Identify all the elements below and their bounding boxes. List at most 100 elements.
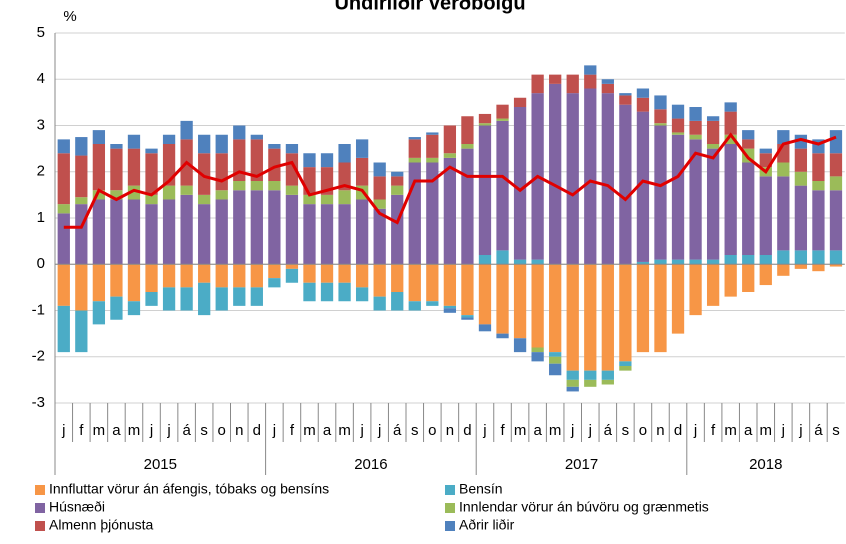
bar-segment: [759, 264, 772, 286]
bar-segment: [478, 255, 492, 265]
bar-segment: [584, 74, 597, 89]
bar-segment: [180, 194, 193, 265]
bar-segment: [566, 93, 579, 265]
bar-segment: [355, 157, 369, 186]
bar-segment: [636, 111, 650, 262]
x-tick-label: a: [533, 422, 542, 439]
bar-segment: [549, 363, 562, 376]
bar-segment: [619, 93, 632, 96]
bar-segment: [794, 264, 808, 269]
bar-segment: [742, 264, 755, 292]
bar-segment: [338, 264, 351, 283]
bar-segment: [759, 255, 772, 265]
y-tick-label: 1: [37, 209, 45, 226]
bar-segment: [531, 259, 544, 265]
bar-segment: [303, 282, 316, 302]
bar-segment: [355, 199, 369, 265]
bar-segment: [426, 132, 439, 135]
bar-segment: [198, 134, 211, 154]
bar-segment: [513, 264, 527, 339]
bar-segment: [391, 185, 404, 195]
bar-segment: [320, 194, 334, 205]
bar-segment: [636, 261, 650, 265]
bar-segment: [57, 305, 70, 353]
x-tick-label: a: [744, 422, 753, 439]
bar-segment: [601, 370, 614, 380]
bar-segment: [794, 185, 808, 251]
bar-segment: [233, 181, 246, 191]
y-tick-label: -2: [32, 348, 45, 365]
bar-segment: [426, 134, 439, 158]
bar-segment: [513, 338, 527, 353]
x-tick-label: j: [359, 422, 363, 439]
x-tick-label: n: [656, 422, 664, 439]
bar-segment: [320, 282, 334, 302]
bar-segment: [92, 144, 106, 191]
y-tick-label: 2: [37, 163, 45, 180]
bar-segment: [110, 148, 123, 191]
bar-segment: [145, 148, 158, 154]
bar-segment: [461, 148, 474, 265]
bar-segment: [601, 264, 614, 371]
bar-segment: [443, 305, 457, 309]
bar-segment: [92, 199, 106, 265]
bar-segment: [812, 250, 825, 265]
legend-swatch: [35, 485, 45, 495]
bar-segment: [689, 134, 702, 140]
bar-segment: [162, 264, 176, 288]
bar-segment: [443, 125, 457, 154]
bar-segment: [829, 264, 843, 267]
bar-segment: [198, 264, 211, 283]
x-tick-label: j: [798, 422, 802, 439]
bar-segment: [794, 148, 808, 172]
bar-segment: [478, 113, 492, 124]
bar-segment: [303, 264, 316, 283]
bar-segment: [57, 153, 70, 205]
y-tick-label: 3: [37, 116, 45, 133]
bar-segment: [92, 264, 106, 302]
y-tick-label: 4: [37, 70, 45, 87]
bar-segment: [584, 379, 597, 387]
inflation-line: [63, 132, 837, 229]
bar-segment: [145, 204, 158, 265]
bar-segment: [391, 194, 404, 265]
y-tick-label: -1: [32, 301, 45, 318]
bar-segment: [250, 139, 263, 181]
bar-segment: [496, 250, 509, 265]
x-tick-label: f: [79, 422, 84, 439]
bar-segment: [724, 102, 737, 112]
bar-segment: [285, 153, 299, 186]
bar-segment: [145, 153, 158, 195]
x-tick-label: m: [760, 422, 773, 439]
bar-segment: [426, 162, 439, 265]
bar-segment: [496, 118, 509, 121]
x-tick-label: o: [428, 422, 436, 439]
bar-segment: [812, 153, 825, 181]
bar-segment: [654, 125, 667, 260]
bar-segment: [513, 259, 527, 265]
bar-segment: [706, 264, 720, 306]
year-label: 2016: [354, 456, 387, 473]
bar-segment: [110, 264, 123, 297]
bar-segment: [654, 259, 667, 265]
bar-segment: [75, 264, 88, 311]
bar-segment: [268, 181, 281, 191]
bar-segment: [57, 264, 70, 306]
legend-label: Innfluttar vörur án áfengis, tóbaks og b…: [49, 481, 329, 497]
bar-segment: [461, 116, 474, 144]
bar-segment: [566, 386, 579, 392]
bar-segment: [162, 287, 176, 311]
year-label: 2015: [144, 456, 177, 473]
bar-segment: [636, 97, 650, 112]
bar-segment: [303, 194, 316, 205]
bar-segment: [426, 157, 439, 163]
bar-segment: [373, 296, 386, 311]
bar-segment: [268, 148, 281, 181]
bar-segment: [513, 97, 527, 107]
bar-segment: [636, 264, 650, 353]
bar-segment: [391, 176, 404, 186]
bar-segment: [285, 185, 299, 195]
bar-segment: [145, 194, 158, 205]
bar-segment: [443, 153, 457, 158]
bar-segment: [180, 287, 193, 311]
